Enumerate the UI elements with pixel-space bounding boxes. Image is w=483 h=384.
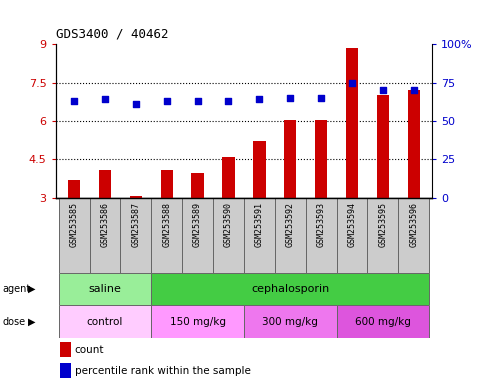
Text: count: count [75, 345, 104, 355]
Point [101, 96, 109, 103]
Text: GSM253587: GSM253587 [131, 202, 141, 247]
Bar [60, 363, 71, 378]
Bar [151, 198, 182, 273]
Text: GSM253592: GSM253592 [286, 202, 295, 247]
Point [317, 95, 325, 101]
Text: GDS3400 / 40462: GDS3400 / 40462 [56, 27, 168, 40]
Bar [160, 170, 173, 198]
Bar [244, 305, 337, 338]
Point [286, 95, 294, 101]
Bar [151, 305, 244, 338]
Bar [120, 198, 151, 273]
Bar [191, 174, 204, 198]
Bar [346, 48, 358, 198]
Text: GSM253593: GSM253593 [317, 202, 326, 247]
Point [70, 98, 78, 104]
Text: GSM253596: GSM253596 [409, 202, 418, 247]
Bar [89, 198, 120, 273]
Bar [368, 198, 398, 273]
Bar [284, 120, 297, 198]
Text: 600 mg/kg: 600 mg/kg [355, 316, 411, 327]
Text: percentile rank within the sample: percentile rank within the sample [75, 366, 251, 376]
Bar [60, 342, 71, 357]
Text: GSM253590: GSM253590 [224, 202, 233, 247]
Point [379, 87, 387, 93]
Text: GSM253589: GSM253589 [193, 202, 202, 247]
Point [348, 79, 356, 86]
Bar [408, 90, 420, 198]
Text: GSM253585: GSM253585 [70, 202, 79, 247]
Point [132, 101, 140, 107]
Point [225, 98, 232, 104]
Bar [68, 180, 80, 198]
Point [163, 98, 170, 104]
Bar [58, 305, 151, 338]
Bar [58, 273, 151, 305]
Point [410, 87, 418, 93]
Text: ▶: ▶ [28, 284, 36, 294]
Text: ▶: ▶ [28, 316, 36, 327]
Bar [58, 198, 89, 273]
Text: dose: dose [2, 316, 26, 327]
Bar [306, 198, 337, 273]
Bar [377, 95, 389, 198]
Text: 300 mg/kg: 300 mg/kg [262, 316, 318, 327]
Bar [151, 273, 429, 305]
Text: saline: saline [88, 284, 121, 294]
Bar [222, 157, 235, 198]
Text: GSM253595: GSM253595 [378, 202, 387, 247]
Text: 150 mg/kg: 150 mg/kg [170, 316, 226, 327]
Bar [99, 170, 111, 198]
Bar [337, 198, 368, 273]
Text: GSM253588: GSM253588 [162, 202, 171, 247]
Bar [244, 198, 275, 273]
Text: GSM253594: GSM253594 [347, 202, 356, 247]
Bar [253, 141, 266, 198]
Bar [315, 120, 327, 198]
Text: control: control [87, 316, 123, 327]
Point [194, 98, 201, 104]
Text: GSM253586: GSM253586 [100, 202, 110, 247]
Bar [398, 198, 429, 273]
Point [256, 96, 263, 103]
Bar [337, 305, 429, 338]
Text: GSM253591: GSM253591 [255, 202, 264, 247]
Text: agent: agent [2, 284, 30, 294]
Text: cephalosporin: cephalosporin [251, 284, 329, 294]
Bar [275, 198, 306, 273]
Bar [182, 198, 213, 273]
Bar [213, 198, 244, 273]
Bar [129, 197, 142, 198]
